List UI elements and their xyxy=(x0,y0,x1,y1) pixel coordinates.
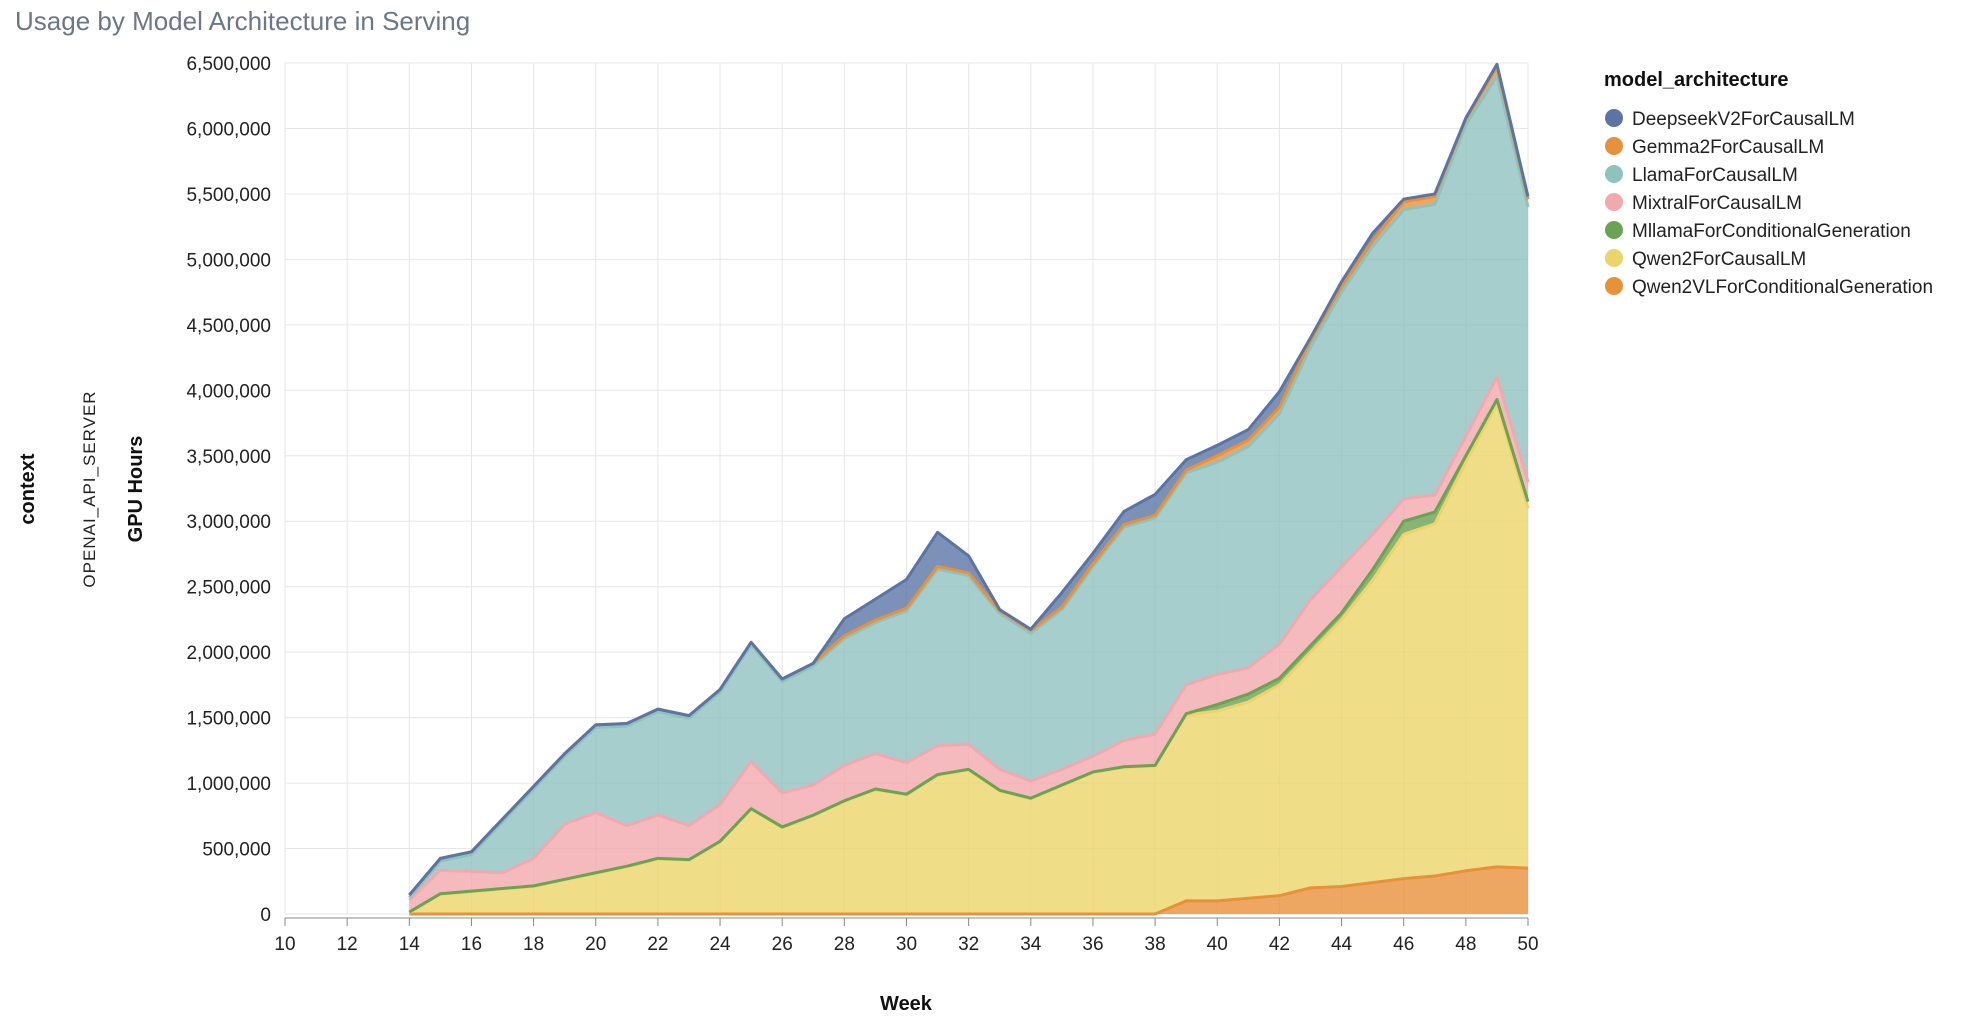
legend-item-qwen2forcausallm[interactable]: Qwen2ForCausalLM xyxy=(1605,249,1806,270)
legend-label: Qwen2ForCausalLM xyxy=(1632,249,1806,270)
chart-title: Usage by Model Architecture in Serving xyxy=(15,6,471,36)
y-tick-label: 2,500,000 xyxy=(186,578,271,599)
line-qwen2vlforconditionalgeneration xyxy=(409,865,1529,916)
x-tick-label: 34 xyxy=(1020,934,1042,955)
y-tick-label: 4,000,000 xyxy=(186,381,271,402)
legend-item-mllamaforconditionalgeneration[interactable]: MllamaForConditionalGeneration xyxy=(1605,221,1911,242)
legend: model_architecture DeepseekV2ForCausalLM… xyxy=(1604,69,1933,298)
legend-label: DeepseekV2ForCausalLM xyxy=(1632,109,1855,130)
legend-swatch-icon xyxy=(1605,165,1623,183)
legend-label: MixtralForCausalLM xyxy=(1632,193,1802,214)
axes: 10 12 14 16 18 20 22 24 26 28 30 32 34 36 38 40 42 44 46 48… xyxy=(186,54,1538,955)
area-mixtralforcausallm xyxy=(409,377,1528,913)
x-tick-label: 42 xyxy=(1269,934,1290,955)
legend-item-mixtralforcausallm[interactable]: MixtralForCausalLM xyxy=(1605,193,1802,214)
legend-title: model_architecture xyxy=(1604,69,1789,91)
legend-label: MllamaForConditionalGeneration xyxy=(1632,221,1911,242)
x-tick-label: 10 xyxy=(274,934,295,955)
legend-item-qwen2vlforconditionalgeneration[interactable]: Qwen2VLForConditionalGeneration xyxy=(1605,277,1933,298)
x-tick-label: 46 xyxy=(1393,934,1414,955)
x-tick-label: 38 xyxy=(1145,934,1166,955)
x-tick-label: 20 xyxy=(585,934,606,955)
legend-label: Qwen2VLForConditionalGeneration xyxy=(1632,277,1933,298)
x-axis-label: Week xyxy=(880,993,933,1015)
legend-swatch-icon xyxy=(1605,137,1623,155)
x-tick-label: 50 xyxy=(1517,934,1538,955)
x-tick-label: 28 xyxy=(834,934,855,955)
lines xyxy=(408,62,1530,916)
x-tick-label: 14 xyxy=(399,934,421,955)
x-tick-label: 26 xyxy=(772,934,793,955)
y-tick-label: 3,500,000 xyxy=(186,447,271,468)
x-tick-label: 32 xyxy=(958,934,979,955)
y-tick-label: 5,000,000 xyxy=(186,250,271,271)
y-axis-label: GPU Hours xyxy=(125,436,147,543)
facet-value-label: OPENAI_API_SERVER xyxy=(80,390,99,587)
facet-label: context xyxy=(17,453,39,524)
y-tick-label: 0 xyxy=(260,905,271,926)
y-tick-label: 1,000,000 xyxy=(186,774,271,795)
x-tick-label: 40 xyxy=(1207,934,1228,955)
y-tick-label: 3,000,000 xyxy=(186,512,271,533)
x-tick-label: 12 xyxy=(337,934,358,955)
x-tick-label: 22 xyxy=(647,934,668,955)
legend-item-llamaforcausallm[interactable]: LlamaForCausalLM xyxy=(1605,165,1798,186)
line-mllamaforconditionalgeneration xyxy=(408,397,1530,914)
legend-swatch-icon xyxy=(1605,277,1623,295)
legend-swatch-icon xyxy=(1605,249,1623,267)
x-tick-label: 16 xyxy=(461,934,482,955)
line-mixtralforcausallm xyxy=(408,375,1530,902)
legend-item-deepseekv2forcausallm[interactable]: DeepseekV2ForCausalLM xyxy=(1605,109,1855,130)
area-llamaforcausallm xyxy=(409,76,1528,901)
y-tick-label: 6,000,000 xyxy=(186,119,271,140)
x-tick-label: 44 xyxy=(1331,934,1353,955)
legend-swatch-icon xyxy=(1605,221,1623,239)
legend-label: LlamaForCausalLM xyxy=(1632,165,1798,186)
x-tick-label: 24 xyxy=(709,934,731,955)
y-tick-label: 5,500,000 xyxy=(186,185,271,206)
area-mllamaforconditionalgeneration xyxy=(409,399,1528,913)
legend-item-gemma2forcausallm[interactable]: Gemma2ForCausalLM xyxy=(1605,137,1824,158)
legend-swatch-icon xyxy=(1605,109,1623,127)
line-llamaforcausallm xyxy=(408,74,1530,899)
legend-swatch-icon xyxy=(1605,193,1623,211)
x-tick-label: 36 xyxy=(1082,934,1103,955)
x-tick-label: 30 xyxy=(896,934,917,955)
x-tick-label: 18 xyxy=(523,934,544,955)
y-tick-label: 4,500,000 xyxy=(186,316,271,337)
y-tick-label: 6,500,000 xyxy=(186,54,271,75)
y-tick-label: 2,000,000 xyxy=(186,643,271,664)
y-tick-label: 1,500,000 xyxy=(186,709,271,730)
area-qwen2forcausallm xyxy=(409,403,1528,914)
line-deepseekv2forcausallm xyxy=(408,62,1530,896)
x-tick-label: 48 xyxy=(1455,934,1476,955)
area-qwen2vlforconditionalgeneration xyxy=(409,866,1528,914)
legend-label: Gemma2ForCausalLM xyxy=(1632,137,1824,158)
areas xyxy=(409,64,1528,914)
y-tick-label: 500,000 xyxy=(202,840,271,861)
